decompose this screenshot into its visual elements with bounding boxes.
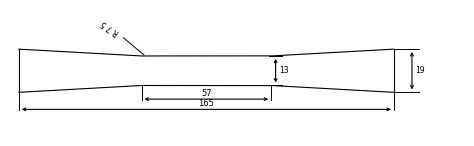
Text: 165: 165 [199, 99, 214, 108]
Text: 19: 19 [415, 66, 425, 75]
Text: 57: 57 [201, 89, 211, 98]
Text: 13: 13 [279, 66, 289, 75]
Text: R 7 5: R 7 5 [100, 18, 121, 37]
